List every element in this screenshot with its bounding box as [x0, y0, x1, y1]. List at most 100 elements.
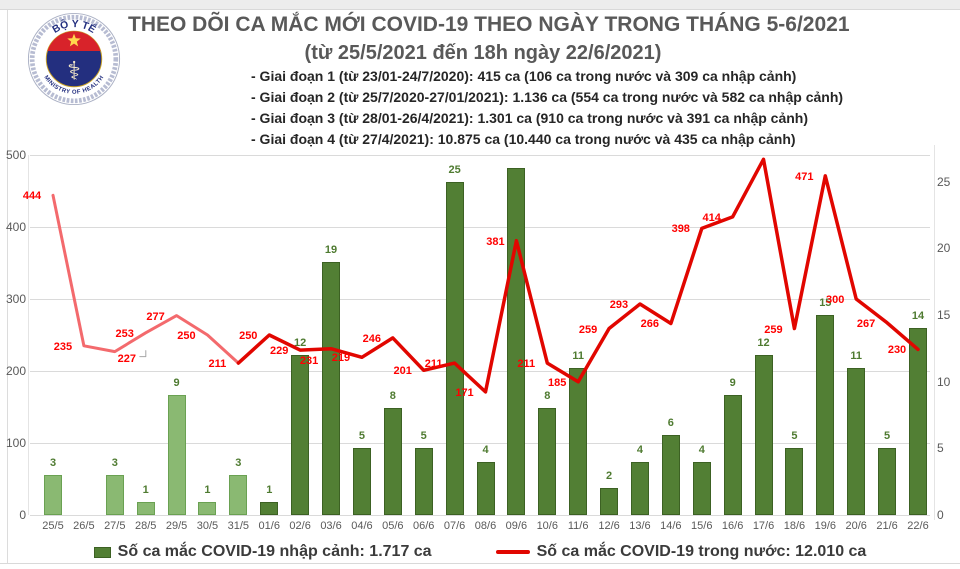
bar-value-label: 9: [173, 377, 180, 389]
bar: [291, 355, 310, 515]
line-value-label: 211: [208, 358, 227, 371]
legend-item-imported: Số ca mắc COVID-19 nhập cảnh: 1.717 ca: [93, 543, 432, 561]
y-axis-tick-left: 500: [5, 148, 26, 162]
bar: [383, 408, 402, 515]
bar: [723, 395, 742, 515]
line-value-label: 171: [455, 386, 474, 399]
x-axis-label: 30/5: [196, 520, 219, 532]
bar-value-label: 4: [636, 443, 644, 456]
x-axis-label: 12/6: [598, 520, 620, 532]
logo-laurel-wreath: [29, 14, 119, 104]
bar-value-label: 9: [729, 377, 736, 389]
y-axis-tick-right: 5: [937, 441, 944, 456]
gridline: [30, 226, 930, 228]
bar: [167, 395, 186, 515]
phase-note: - Giai đoạn 1 (từ 23/01-24/7/2020): 415 …: [251, 68, 797, 84]
y-axis-tick-left: 100: [5, 436, 26, 450]
line-value-label: 381: [486, 235, 505, 248]
line-value-label: 211: [517, 358, 536, 371]
line-value-label: 444: [22, 190, 42, 203]
bar: [600, 488, 619, 515]
x-axis-label: 22/6: [907, 520, 929, 532]
x-axis-label: 16/6: [721, 520, 744, 532]
gridline: [30, 298, 930, 300]
bar: [630, 461, 649, 515]
x-axis-label: 29/5: [165, 520, 188, 532]
phase-note: - Giai đoạn 3 (từ 28/01-26/4/2021): 1.30…: [251, 110, 809, 126]
bar: [507, 168, 526, 515]
y-axis-tick-right: 25: [937, 174, 951, 189]
x-axis-label: 14/6: [660, 520, 682, 532]
plot-left-border: [28, 155, 29, 515]
y-axis-tick-right: 0: [937, 508, 944, 522]
x-axis-label: 02/6: [289, 520, 311, 532]
header: THEO DÕI CA MẮC MỚI COVID-19 THEO NGÀY T…: [128, 11, 850, 65]
bar-value-label: 1: [266, 483, 273, 496]
bar-value-label: 11: [850, 350, 863, 363]
legend-item-domestic: Số ca mắc COVID-19 trong nước: 12.010 ca: [495, 543, 867, 561]
bar: [322, 261, 341, 515]
legend-line-label: Số ca mắc COVID-19 trong nước: 12.010 ca: [536, 543, 867, 560]
x-axis-label: 19/6: [814, 520, 837, 532]
bar-value-label: 8: [389, 390, 396, 403]
bar: [414, 448, 433, 515]
x-axis-label: 13/6: [629, 520, 651, 532]
phase-notes: - Giai đoạn 1 (từ 23/01-24/7/2020): 415 …: [251, 66, 931, 150]
bar: [816, 315, 835, 515]
bar: [260, 501, 279, 515]
ministry-of-health-logo: BỘ Y TẾ MINISTRY OF HEALTH ⚕: [27, 12, 121, 106]
logo-star-icon: [67, 33, 81, 47]
bar-value-label: 3: [111, 457, 118, 469]
bar: [538, 408, 557, 515]
bar-value-label: 1: [142, 483, 149, 496]
line-value-label: 266: [640, 318, 660, 331]
chart-bottom-border: [0, 563, 960, 564]
x-axis-label: 18/6: [783, 520, 806, 532]
x-axis-label: 07/6: [443, 520, 466, 532]
bar-value-label: 5: [420, 430, 427, 443]
line-value-label: 253: [115, 327, 134, 340]
bar: [136, 501, 155, 515]
x-axis-label: 06/6: [412, 520, 435, 532]
line-value-label: 227: [117, 352, 136, 365]
phase-note: - Giai đoạn 2 (từ 25/7/2020-27/01/2021):…: [251, 89, 844, 105]
bar-value-label: 3: [49, 457, 57, 469]
plot-right-border: [934, 145, 935, 520]
gridline: [30, 370, 930, 372]
line-value-label: 259: [764, 323, 783, 336]
bar: [754, 355, 773, 515]
x-axis-label: 08/6: [474, 520, 497, 532]
bar-value-label: 8: [544, 390, 551, 403]
bar: [661, 435, 680, 515]
y-axis-tick-left: 300: [5, 292, 26, 306]
line-value-label: 230: [887, 344, 907, 357]
x-axis-label: 25/5: [42, 520, 64, 532]
line-value-label: 398: [671, 223, 690, 236]
chart-left-border: [7, 10, 8, 563]
x-axis-label: 28/5: [134, 520, 157, 532]
x-axis-label: 11/6: [567, 520, 589, 532]
x-axis-label: 10/6: [536, 520, 558, 532]
x-axis-label: 26/5: [73, 520, 95, 532]
line-value-label: 211: [424, 358, 443, 371]
bar-value-label: 3: [235, 457, 242, 469]
x-axis-label: 04/6: [351, 520, 373, 532]
legend-bar-label: Số ca mắc COVID-19 nhập cảnh: 1.717 ca: [117, 543, 432, 560]
bar: [445, 181, 464, 515]
bar-value-label: 19: [324, 243, 338, 256]
x-axis-label: 09/6: [505, 520, 528, 532]
x-axis-label: 01/6: [258, 520, 280, 532]
bar: [105, 475, 124, 515]
y-axis-tick-left: 0: [19, 508, 26, 522]
line-value-label: 293: [609, 299, 629, 312]
x-axis-label: 15/6: [691, 520, 713, 532]
line-value-label: 219: [331, 352, 351, 365]
y-axis-tick-right: 20: [937, 241, 951, 256]
bar-value-label: 25: [448, 163, 461, 176]
bar-value-label: 12: [294, 337, 307, 349]
bar: [569, 368, 588, 515]
x-axis-label: 21/6: [876, 520, 898, 532]
line-value-label: 201: [393, 365, 412, 378]
x-axis-label: 17/6: [752, 520, 775, 532]
x-axis-label: 03/6: [320, 520, 342, 532]
